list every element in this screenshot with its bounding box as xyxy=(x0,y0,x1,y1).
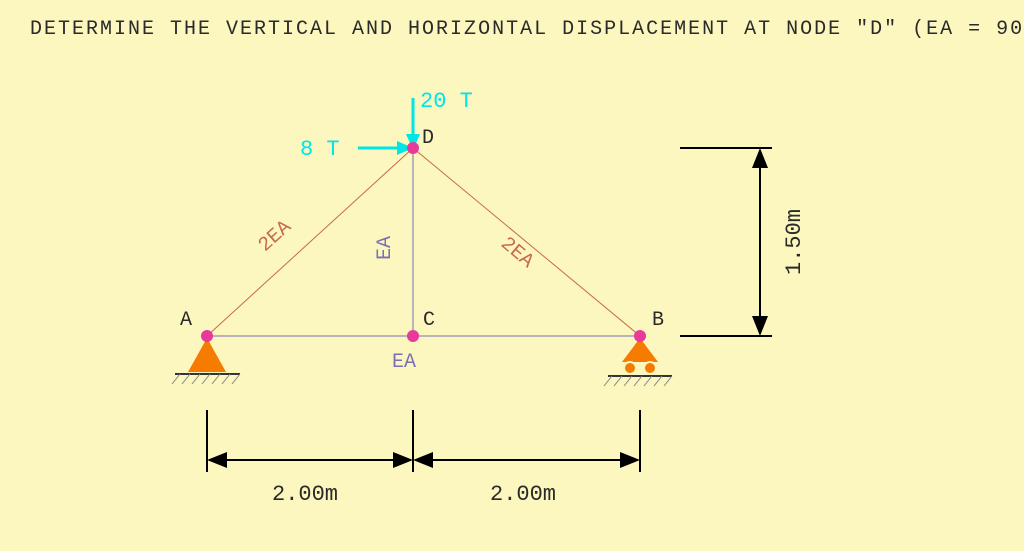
dimension-vertical: 1.50m xyxy=(680,148,807,336)
dimension-horizontal: 2.00m 2.00m xyxy=(207,410,640,507)
member-bd-label: 2EA xyxy=(496,233,538,274)
node-a xyxy=(201,330,213,342)
node-c xyxy=(407,330,419,342)
member-ac-label: EA xyxy=(392,351,416,374)
member-ad-label: 2EA xyxy=(254,216,296,257)
member-cd-label: EA xyxy=(374,236,397,260)
truss-diagram: DETERMINE THE VERTICAL AND HORIZONTAL DI… xyxy=(0,0,1024,551)
member-b-d xyxy=(413,148,640,336)
problem-title: DETERMINE THE VERTICAL AND HORIZONTAL DI… xyxy=(30,18,1024,41)
dim-left-label: 2.00m xyxy=(272,482,338,507)
node-b-label: B xyxy=(652,309,664,332)
node-d-label: D xyxy=(422,127,434,150)
node-c-label: C xyxy=(423,309,435,332)
node-b xyxy=(634,330,646,342)
dim-height-label: 1.50m xyxy=(782,209,807,275)
force-vertical-label: 20 T xyxy=(420,89,473,114)
force-horizontal-label: 8 T xyxy=(300,137,340,162)
support-a-pin xyxy=(172,338,240,384)
dim-right-label: 2.00m xyxy=(490,482,556,507)
support-b-roller xyxy=(604,338,672,386)
node-a-label: A xyxy=(180,309,192,332)
node-d xyxy=(407,142,419,154)
